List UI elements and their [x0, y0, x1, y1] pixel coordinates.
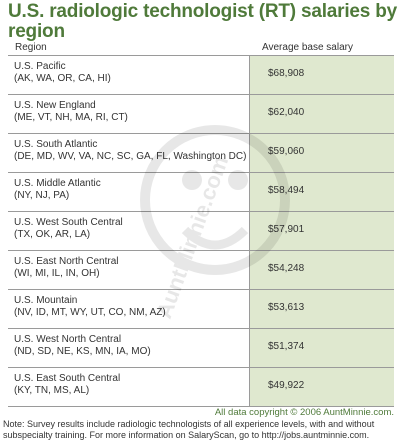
table-row: U.S. Mountain (NV, ID, MT, WY, UT, CO, NM…: [8, 290, 394, 329]
region-name: U.S. New England: [14, 100, 96, 111]
region-states: (TX, OK, AR, LA): [14, 229, 91, 240]
region-cell: U.S. Pacific (AK, WA, OR, CA, HI): [8, 56, 250, 94]
table-row: U.S. South Atlantic (DE, MD, WV, VA, NC, …: [8, 134, 394, 173]
region-states: (NV, ID, MT, WY, UT, CO, NM, AZ): [14, 307, 166, 318]
region-states: (AK, WA, OR, CA, HI): [14, 73, 111, 84]
table-row: U.S. East South Central (KY, TN, MS, AL) $…: [8, 368, 394, 407]
salary-value: $68,908: [250, 56, 394, 94]
region-cell: U.S. West North Central (ND, SD, NE, KS, …: [8, 329, 250, 367]
table-row: U.S. New England (ME, VT, NH, MA, RI, CT)…: [8, 95, 394, 134]
salary-value: $58,494: [250, 173, 394, 211]
table-row: U.S. Middle Atlantic (NY, NJ, PA) $58,494: [8, 173, 394, 212]
salary-value: $49,922: [250, 368, 394, 406]
salary-value: $62,040: [250, 95, 394, 133]
salary-column-header: Average base salary: [262, 42, 353, 53]
region-cell: U.S. East North Central (WI, MI, IL, IN, …: [8, 251, 250, 289]
salary-value: $54,248: [250, 251, 394, 289]
table-row: U.S. Pacific (AK, WA, OR, CA, HI) $68,908: [8, 56, 394, 95]
region-states: (DE, MD, WV, VA, NC, SC, GA, FL, Washing…: [14, 151, 247, 162]
region-cell: U.S. South Atlantic (DE, MD, WV, VA, NC, …: [8, 134, 250, 172]
region-name: U.S. East North Central: [14, 256, 119, 267]
region-name: U.S. East South Central: [14, 373, 121, 384]
region-cell: U.S. Mountain (NV, ID, MT, WY, UT, CO, NM…: [8, 290, 250, 328]
salary-value: $57,901: [250, 212, 394, 250]
region-name: U.S. Mountain: [14, 295, 78, 306]
salary-value: $53,613: [250, 290, 394, 328]
region-states: (ND, SD, NE, KS, MN, IA, MO): [14, 346, 151, 357]
table-row: U.S. West North Central (ND, SD, NE, KS, …: [8, 329, 394, 368]
table-row: U.S. West South Central (TX, OK, AR, LA) $…: [8, 212, 394, 251]
region-name: U.S. West North Central: [14, 334, 122, 345]
region-name: U.S. West South Central: [14, 217, 123, 228]
region-cell: U.S. Middle Atlantic (NY, NJ, PA): [8, 173, 250, 211]
region-states: (NY, NJ, PA): [14, 190, 70, 201]
region-cell: U.S. New England (ME, VT, NH, MA, RI, CT): [8, 95, 250, 133]
copyright-text: All data copyright © 2006 AuntMinnie.com…: [214, 407, 394, 418]
region-cell: U.S. West South Central (TX, OK, AR, LA): [8, 212, 250, 250]
region-states: (WI, MI, IL, IN, OH): [14, 268, 100, 279]
region-column-header: Region: [15, 42, 47, 53]
table-row: U.S. East North Central (WI, MI, IL, IN, …: [8, 251, 394, 290]
region-name: U.S. South Atlantic: [14, 139, 98, 150]
salary-value: $59,060: [250, 134, 394, 172]
salary-table: U.S. Pacific (AK, WA, OR, CA, HI) $68,908 U…: [8, 55, 394, 407]
region-name: U.S. Middle Atlantic: [14, 178, 101, 189]
footnote: Note: Survey results include radiologic …: [3, 419, 375, 440]
region-name: U.S. Pacific: [14, 61, 66, 72]
chart-title: U.S. radiologic technologist (RT) salari…: [8, 1, 398, 42]
region-states: (KY, TN, MS, AL): [14, 385, 90, 396]
salary-value: $51,374: [250, 329, 394, 367]
region-cell: U.S. East South Central (KY, TN, MS, AL): [8, 368, 250, 406]
region-states: (ME, VT, NH, MA, RI, CT): [14, 112, 128, 123]
